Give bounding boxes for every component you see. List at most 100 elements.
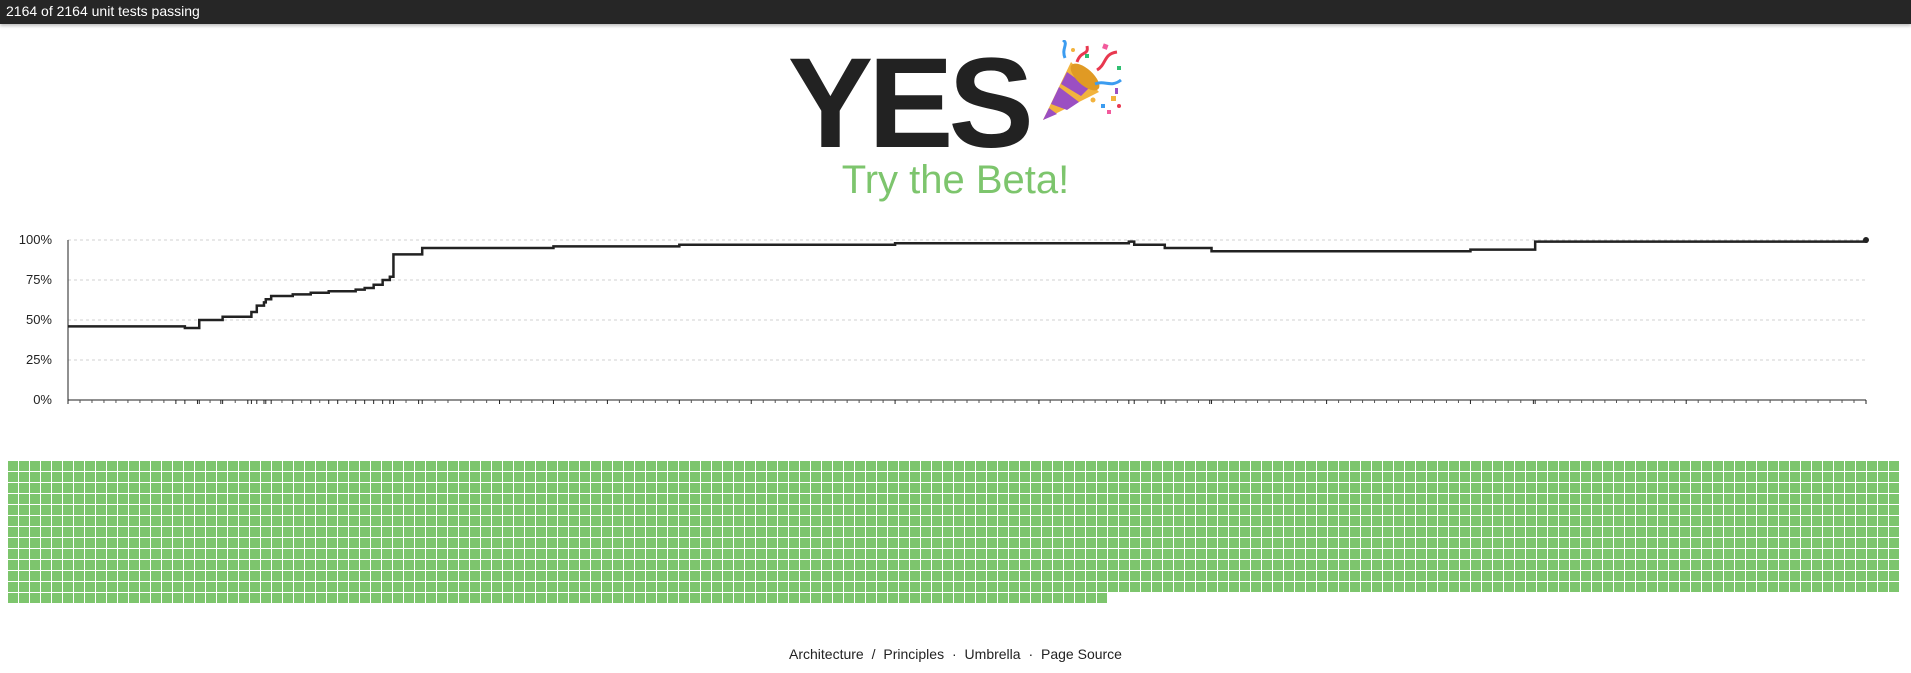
- test-cell: [1790, 516, 1800, 526]
- test-cell: [63, 560, 73, 570]
- test-cell: [206, 560, 216, 570]
- test-cell: [569, 516, 579, 526]
- test-cell: [162, 582, 172, 592]
- test-cell: [1625, 538, 1635, 548]
- test-cell: [217, 582, 227, 592]
- test-cell: [1207, 505, 1217, 515]
- test-cell: [668, 494, 678, 504]
- test-cell: [1856, 505, 1866, 515]
- footer-link-page-source[interactable]: Page Source: [1041, 646, 1122, 662]
- test-cell: [745, 461, 755, 471]
- test-cell: [657, 538, 667, 548]
- test-cell: [1614, 472, 1624, 482]
- test-cell: [1768, 516, 1778, 526]
- test-cell: [250, 472, 260, 482]
- test-cell: [536, 593, 546, 603]
- test-cell: [1339, 483, 1349, 493]
- test-cell: [316, 527, 326, 537]
- test-cell: [1086, 560, 1096, 570]
- test-cell: [602, 560, 612, 570]
- test-cell: [360, 593, 370, 603]
- test-cell: [525, 516, 535, 526]
- test-cell: [1658, 472, 1668, 482]
- test-cell: [1306, 571, 1316, 581]
- test-cell: [899, 538, 909, 548]
- test-cell: [85, 461, 95, 471]
- test-cell: [1713, 527, 1723, 537]
- test-cell: [261, 472, 271, 482]
- test-cell: [1141, 549, 1151, 559]
- test-cell: [1735, 571, 1745, 581]
- test-cell: [1009, 461, 1019, 471]
- test-cell: [1889, 516, 1899, 526]
- test-cell: [470, 593, 480, 603]
- test-cell: [1086, 571, 1096, 581]
- test-cell: [1482, 472, 1492, 482]
- test-cell: [1438, 505, 1448, 515]
- try-beta-link[interactable]: Try the Beta!: [841, 158, 1070, 202]
- test-cell: [591, 461, 601, 471]
- test-cell: [547, 461, 557, 471]
- test-cell: [514, 571, 524, 581]
- test-cell: [349, 538, 359, 548]
- test-cell: [107, 472, 117, 482]
- test-cell: [987, 505, 997, 515]
- test-cell: [899, 549, 909, 559]
- test-cell: [1383, 472, 1393, 482]
- test-cell: [1482, 461, 1492, 471]
- test-cell: [1504, 560, 1514, 570]
- test-cell: [1702, 549, 1712, 559]
- test-cell: [767, 472, 777, 482]
- test-cell: [96, 461, 106, 471]
- test-cell: [547, 494, 557, 504]
- test-cell: [1053, 483, 1063, 493]
- test-cell: [1790, 560, 1800, 570]
- test-cell: [1185, 560, 1195, 570]
- test-cell: [1625, 505, 1635, 515]
- test-cell: [1581, 516, 1591, 526]
- test-cell: [833, 494, 843, 504]
- test-cell: [954, 505, 964, 515]
- footer-link-umbrella[interactable]: Umbrella: [964, 646, 1021, 662]
- test-cell: [382, 549, 392, 559]
- test-cell: [349, 516, 359, 526]
- test-cell: [85, 483, 95, 493]
- test-cell: [316, 582, 326, 592]
- test-cell: [1889, 560, 1899, 570]
- test-cell: [1702, 560, 1712, 570]
- y-tick-label: 75%: [26, 272, 52, 287]
- test-cell: [1438, 483, 1448, 493]
- test-cell: [481, 593, 491, 603]
- test-cell: [162, 593, 172, 603]
- test-cell: [1537, 505, 1547, 515]
- test-cell: [679, 494, 689, 504]
- test-cell: [932, 538, 942, 548]
- test-cell: [239, 483, 249, 493]
- test-cell: [1493, 582, 1503, 592]
- test-cell: [723, 483, 733, 493]
- test-cell: [1735, 505, 1745, 515]
- test-cell: [1405, 538, 1415, 548]
- test-cell: [1042, 538, 1052, 548]
- test-cell: [1812, 483, 1822, 493]
- test-cell: [184, 549, 194, 559]
- test-cell: [1394, 483, 1404, 493]
- test-cell: [1306, 560, 1316, 570]
- test-cell: [1152, 483, 1162, 493]
- test-cell: [1449, 549, 1459, 559]
- test-cell: [448, 560, 458, 570]
- test-cell: [613, 549, 623, 559]
- test-cell: [657, 472, 667, 482]
- footer-link-architecture[interactable]: Architecture: [789, 646, 864, 662]
- test-cell: [349, 549, 359, 559]
- test-cell: [1317, 494, 1327, 504]
- test-cell: [1251, 505, 1261, 515]
- footer-link-principles[interactable]: Principles: [883, 646, 945, 662]
- test-cell: [1372, 582, 1382, 592]
- test-cell: [998, 538, 1008, 548]
- test-cell: [503, 461, 513, 471]
- test-cell: [701, 483, 711, 493]
- test-cell: [690, 461, 700, 471]
- test-cell: [1845, 549, 1855, 559]
- test-cell: [888, 516, 898, 526]
